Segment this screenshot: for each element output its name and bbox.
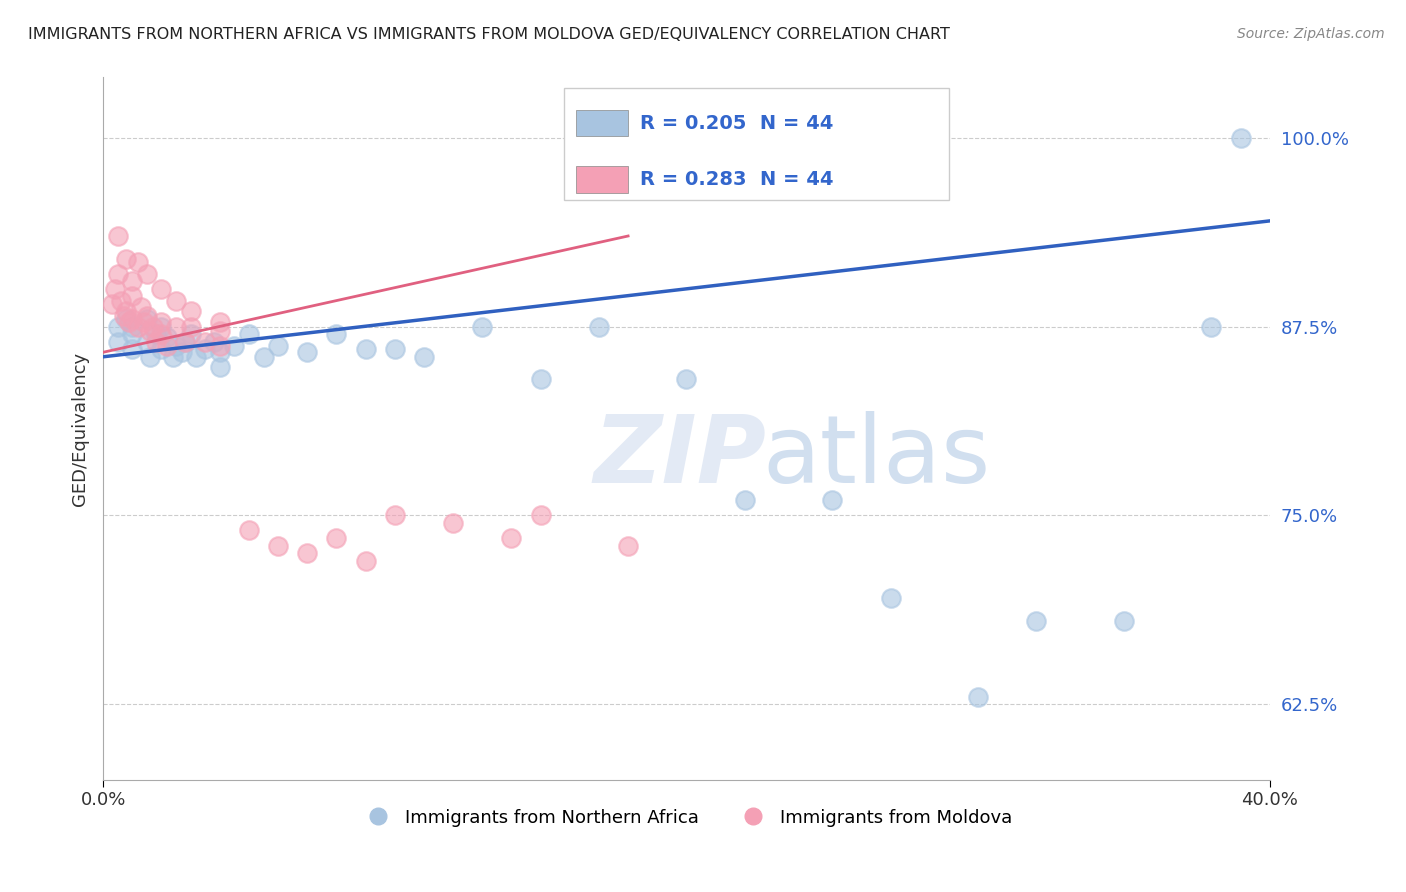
Point bbox=[135, 312, 157, 326]
Point bbox=[734, 493, 756, 508]
FancyBboxPatch shape bbox=[575, 110, 628, 136]
Point bbox=[202, 334, 225, 349]
Point bbox=[139, 324, 162, 338]
Point bbox=[617, 539, 640, 553]
Point bbox=[165, 319, 187, 334]
Point bbox=[180, 327, 202, 342]
Point bbox=[354, 343, 377, 357]
Point bbox=[127, 319, 149, 334]
Text: IMMIGRANTS FROM NORTHERN AFRICA VS IMMIGRANTS FROM MOLDOVA GED/EQUIVALENCY CORRE: IMMIGRANTS FROM NORTHERN AFRICA VS IMMIG… bbox=[28, 27, 950, 42]
Point bbox=[101, 297, 124, 311]
Point bbox=[180, 304, 202, 318]
Point bbox=[121, 319, 143, 334]
Point bbox=[208, 324, 231, 338]
Point bbox=[238, 524, 260, 538]
Point bbox=[121, 289, 143, 303]
Point bbox=[162, 350, 184, 364]
Point bbox=[267, 539, 290, 553]
Point bbox=[156, 339, 179, 353]
Point bbox=[186, 350, 208, 364]
Point bbox=[821, 493, 844, 508]
Point bbox=[112, 309, 135, 323]
Point bbox=[121, 274, 143, 288]
Point bbox=[529, 372, 551, 386]
Point bbox=[180, 319, 202, 334]
Point bbox=[413, 350, 436, 364]
Point bbox=[121, 343, 143, 357]
Point bbox=[135, 309, 157, 323]
Point bbox=[384, 508, 406, 523]
Point bbox=[588, 319, 610, 334]
Point bbox=[104, 282, 127, 296]
FancyBboxPatch shape bbox=[564, 88, 949, 201]
Point bbox=[107, 267, 129, 281]
Point bbox=[139, 350, 162, 364]
Point bbox=[135, 267, 157, 281]
Point bbox=[115, 304, 138, 318]
Point bbox=[208, 315, 231, 329]
Point bbox=[127, 254, 149, 268]
FancyBboxPatch shape bbox=[575, 166, 628, 193]
Point bbox=[194, 343, 217, 357]
Point bbox=[150, 319, 173, 334]
Point bbox=[675, 372, 697, 386]
Point bbox=[1229, 131, 1251, 145]
Text: Source: ZipAtlas.com: Source: ZipAtlas.com bbox=[1237, 27, 1385, 41]
Point bbox=[529, 508, 551, 523]
Point bbox=[1201, 319, 1223, 334]
Point bbox=[354, 554, 377, 568]
Point bbox=[297, 546, 319, 560]
Point bbox=[267, 339, 290, 353]
Point bbox=[107, 334, 129, 349]
Point bbox=[150, 343, 173, 357]
Point bbox=[879, 591, 901, 606]
Point bbox=[132, 315, 155, 329]
Point bbox=[115, 312, 138, 326]
Point bbox=[170, 345, 193, 359]
Legend: Immigrants from Northern Africa, Immigrants from Moldova: Immigrants from Northern Africa, Immigra… bbox=[353, 801, 1019, 834]
Point bbox=[150, 327, 173, 342]
Point bbox=[135, 334, 157, 349]
Point bbox=[194, 334, 217, 349]
Point bbox=[325, 327, 347, 342]
Point bbox=[384, 343, 406, 357]
Point bbox=[145, 327, 167, 342]
Point bbox=[115, 252, 138, 266]
Point bbox=[471, 319, 494, 334]
Point bbox=[238, 327, 260, 342]
Point bbox=[501, 531, 523, 545]
Point bbox=[121, 312, 143, 326]
Point bbox=[150, 282, 173, 296]
Text: ZIP: ZIP bbox=[593, 410, 766, 502]
Point bbox=[173, 334, 195, 349]
Point bbox=[297, 345, 319, 359]
Point bbox=[165, 339, 187, 353]
Text: R = 0.205  N = 44: R = 0.205 N = 44 bbox=[640, 113, 834, 133]
Point bbox=[121, 327, 143, 342]
Text: atlas: atlas bbox=[762, 410, 990, 502]
Point bbox=[208, 345, 231, 359]
Point bbox=[208, 339, 231, 353]
Point bbox=[325, 531, 347, 545]
Point bbox=[441, 516, 464, 530]
Point bbox=[110, 293, 132, 308]
Text: R = 0.283  N = 44: R = 0.283 N = 44 bbox=[640, 169, 834, 189]
Point bbox=[156, 330, 179, 344]
Point bbox=[252, 350, 274, 364]
Point bbox=[107, 229, 129, 244]
Point bbox=[1025, 614, 1047, 628]
Point bbox=[165, 293, 187, 308]
Point bbox=[224, 339, 246, 353]
Point bbox=[208, 360, 231, 375]
Point bbox=[150, 315, 173, 329]
Point bbox=[1112, 614, 1135, 628]
Point bbox=[118, 315, 141, 329]
Y-axis label: GED/Equivalency: GED/Equivalency bbox=[72, 351, 89, 506]
Point bbox=[142, 319, 165, 334]
Point bbox=[173, 334, 195, 349]
Point bbox=[129, 300, 152, 314]
Point bbox=[967, 690, 990, 704]
Point bbox=[107, 319, 129, 334]
Point bbox=[145, 334, 167, 349]
